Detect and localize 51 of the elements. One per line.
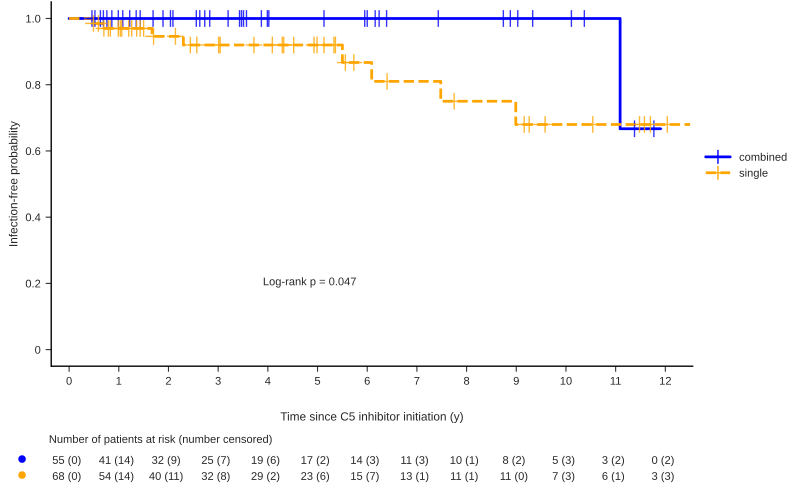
y-tick-label: 1.0 [26, 14, 40, 23]
text: 11 (0) [500, 472, 528, 482]
text: 23 (6) [301, 472, 329, 482]
x-tick-label: 10 [560, 376, 572, 385]
text: 3 (3) [652, 472, 674, 482]
text: 15 (7) [351, 472, 379, 482]
x-tick-label: 4 [265, 377, 271, 385]
x-tick-label: 5 [314, 377, 320, 385]
x-tick-label: 2 [166, 376, 172, 385]
y-axis-title: Infection-free probability [8, 121, 20, 246]
text: 19 (6) [252, 456, 280, 466]
x-tick-label: 8 [464, 376, 470, 385]
text: 40 (11) [149, 472, 183, 482]
x-tick-label: 3 [215, 376, 221, 385]
text: 5 (3) [552, 456, 574, 466]
x-axis-title: Time since C5 inhibitor initiation (y) [280, 412, 463, 423]
x-tick-label: 11 [610, 377, 621, 385]
x-tick-label: 0 [66, 376, 72, 385]
text: 8 (2) [502, 456, 525, 466]
text: 29 (2) [252, 472, 280, 482]
x-tick-label: 6 [364, 376, 370, 385]
y-tick-label: 0 [35, 346, 40, 354]
text: 54 (14) [99, 472, 134, 482]
legend-label: combined [740, 152, 787, 161]
text: 13 (1) [400, 472, 428, 482]
text: 14 (3) [351, 456, 379, 466]
text: 7 (3) [552, 472, 574, 482]
y-tick-label: 0.8 [26, 80, 40, 89]
text: 32 (8) [202, 472, 230, 482]
text: Number of patients at risk (number censored) [50, 434, 272, 446]
text: 11 (1) [450, 472, 478, 482]
text: 41 (14) [99, 456, 134, 466]
y-tick-label: 0.6 [26, 147, 40, 156]
x-tick-label: 1 [116, 377, 122, 385]
legend-label: single [739, 168, 768, 179]
text: 55 (0) [52, 456, 81, 466]
text: 25 (7) [202, 456, 230, 466]
y-tick-label: 0.4 [26, 213, 40, 222]
y-tick-label: 0.2 [26, 280, 40, 288]
text: 0 (2) [652, 456, 674, 466]
annotation: Log-rank p = 0.047 [264, 277, 356, 288]
x-tick-label: 12 [660, 376, 671, 385]
text: 11 (3) [401, 456, 428, 466]
text: 17 (2) [302, 456, 329, 466]
x-tick-label: 7 [414, 377, 420, 385]
text: 3 (2) [602, 456, 624, 466]
text: 68 (0) [52, 472, 81, 482]
x-tick-label: 9 [514, 376, 519, 385]
text: 32 (9) [152, 456, 180, 466]
text: 6 (1) [602, 472, 624, 482]
text: 10 (1) [450, 456, 478, 466]
